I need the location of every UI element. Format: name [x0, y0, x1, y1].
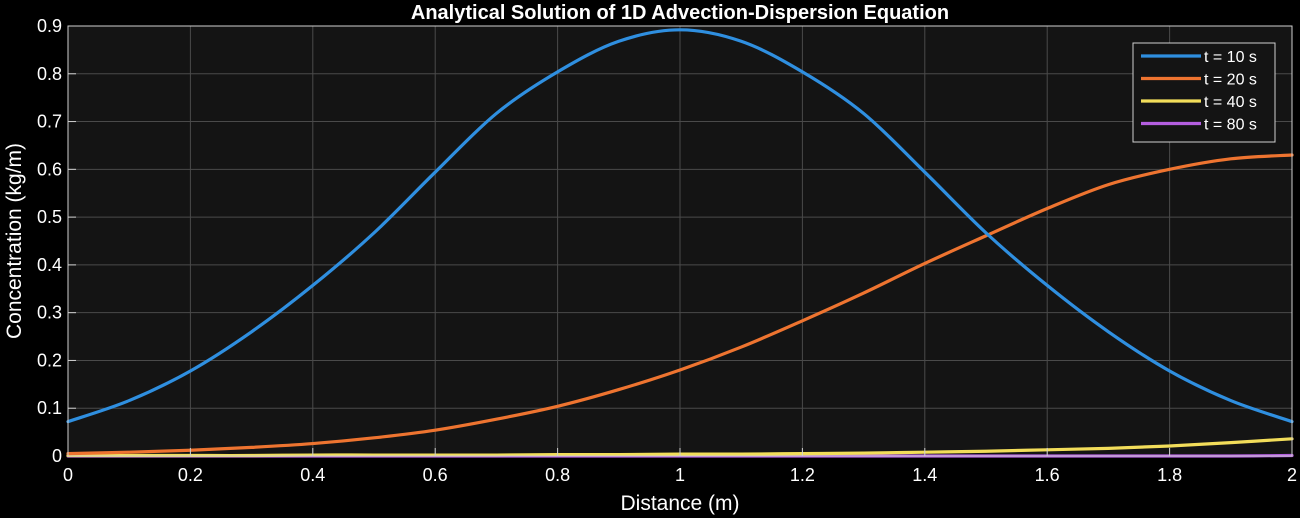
- y-tick-label: 0.1: [37, 398, 62, 418]
- x-tick-label: 2: [1287, 465, 1297, 485]
- legend-entry-label: t = 20 s: [1204, 72, 1257, 89]
- x-tick-label: 1.4: [912, 465, 937, 485]
- y-tick-label: 0.4: [37, 255, 62, 275]
- y-tick-label: 0.8: [37, 64, 62, 84]
- chart-title: Analytical Solution of 1D Advection-Disp…: [411, 2, 949, 24]
- x-axis-label: Distance (m): [620, 492, 739, 515]
- x-tick-label: 0.2: [178, 465, 203, 485]
- series-line-1: [66, 28, 1294, 424]
- x-tick-label: 0.4: [300, 465, 325, 485]
- x-tick-label: 1.6: [1035, 465, 1060, 485]
- legend-entry-label: t = 10 s: [1204, 49, 1257, 66]
- y-tick-label: 0: [52, 446, 62, 466]
- y-axis-ticks: 0 0.1 0.2 0.3 0.4 0.5 0.6 0.7 0.8 0.9: [37, 16, 76, 466]
- x-tick-label: 0: [63, 465, 73, 485]
- x-tick-label: 1.8: [1157, 465, 1182, 485]
- y-tick-label: 0.6: [37, 159, 62, 179]
- legend: t = 10 s t = 20 s t = 40 s t = 80 s: [1132, 42, 1276, 143]
- x-tick-label: 0.6: [423, 465, 448, 485]
- y-tick-label: 0.7: [37, 112, 62, 132]
- y-tick-label: 0.5: [37, 207, 62, 227]
- legend-entry-label: t = 80 s: [1204, 117, 1257, 134]
- x-tick-label: 1: [675, 465, 685, 485]
- x-axis-ticks: 0 0.2 0.4 0.6 0.8 1 1.2 1.4 1.6 1.8 2: [63, 448, 1297, 485]
- y-tick-label: 0.9: [37, 16, 62, 36]
- x-tick-label: 0.8: [545, 465, 570, 485]
- y-tick-label: 0.2: [37, 350, 62, 370]
- y-tick-label: 0.3: [37, 303, 62, 323]
- x-tick-label: 1.2: [790, 465, 815, 485]
- series-line-2: [66, 153, 1294, 456]
- legend-entry-label: t = 40 s: [1204, 94, 1257, 111]
- y-axis-label: Concentration (kg/m): [3, 143, 26, 339]
- legend-box: [1132, 42, 1276, 143]
